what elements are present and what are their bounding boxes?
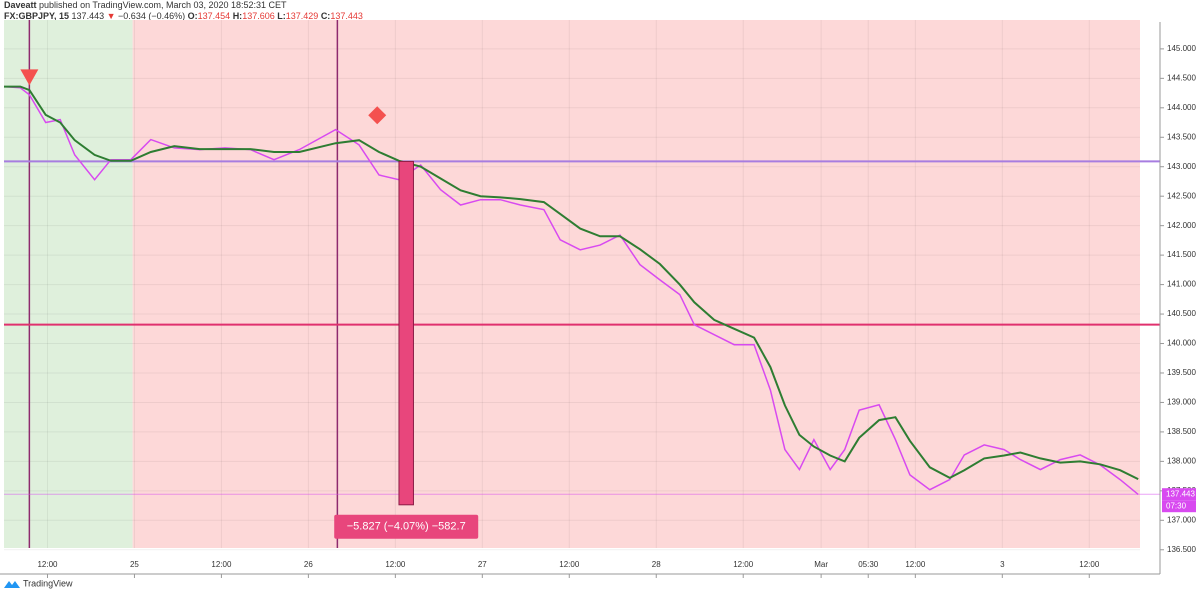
logo bbox=[4, 581, 20, 588]
y-tick-label: 140.000 bbox=[1167, 339, 1196, 348]
x-tick-label: 12:00 bbox=[733, 560, 754, 569]
y-tick-label: 142.000 bbox=[1167, 221, 1196, 230]
x-tick-label: 26 bbox=[304, 560, 313, 569]
x-tick-label: 12:00 bbox=[905, 560, 926, 569]
ohlc-key: L: bbox=[277, 11, 286, 21]
ohlc-key: O: bbox=[188, 11, 198, 21]
last: 137.443 bbox=[72, 11, 105, 21]
measure-label-bg bbox=[334, 514, 479, 539]
ohlc-val: 137.606 bbox=[242, 11, 275, 21]
y-tick-label: 140.500 bbox=[1167, 309, 1196, 318]
series-line bbox=[4, 85, 1139, 480]
ohlc-key: H: bbox=[233, 11, 243, 21]
last-price-label: 137.443 bbox=[1166, 489, 1195, 498]
y-tick-label: 138.500 bbox=[1167, 427, 1196, 436]
ohlc-val: 137.429 bbox=[286, 11, 319, 21]
ohlc-val: 137.443 bbox=[330, 11, 363, 21]
last-price-tag bbox=[1162, 488, 1196, 501]
y-tick-label: 137.000 bbox=[1167, 515, 1196, 524]
y-tick-label: 142.500 bbox=[1167, 191, 1196, 200]
y-tick-label: 144.000 bbox=[1167, 103, 1196, 112]
change: −0.634 (−0.46%) bbox=[118, 11, 185, 21]
y-tick-label: 138.000 bbox=[1167, 456, 1196, 465]
x-tick-label: 3 bbox=[1000, 560, 1005, 569]
y-tick-label: 145.000 bbox=[1167, 44, 1196, 53]
author: Daveatt bbox=[4, 0, 37, 10]
x-tick-label: Mar bbox=[814, 560, 828, 569]
signal-marker bbox=[368, 106, 387, 125]
y-tick-label: 141.000 bbox=[1167, 280, 1196, 289]
y-tick-label: 136.500 bbox=[1167, 545, 1196, 554]
symbol: FX:GBPJPY, 15 bbox=[4, 11, 69, 21]
x-tick-label: 12:00 bbox=[385, 560, 406, 569]
published: published on TradingView.com, March 03, … bbox=[39, 0, 287, 10]
y-tick-label: 139.500 bbox=[1167, 368, 1196, 377]
x-tick-label: 25 bbox=[130, 560, 139, 569]
y-tick-label: 139.000 bbox=[1167, 398, 1196, 407]
plot: −5.827 (−4.07%) −582.7 bbox=[3, 20, 1160, 551]
y-tick-label: 144.500 bbox=[1167, 73, 1196, 82]
countdown-label: 07:30 bbox=[1166, 501, 1187, 510]
y-tick-label: 141.500 bbox=[1167, 250, 1196, 259]
x-tick-label: 12:00 bbox=[559, 560, 580, 569]
x-tick-label: 28 bbox=[652, 560, 661, 569]
countdown-tag bbox=[1162, 500, 1196, 513]
ohlc-val: 137.454 bbox=[198, 11, 231, 21]
symbol-line: FX:GBPJPY, 15 137.443 ▼ −0.634 (−0.46%) … bbox=[4, 11, 363, 21]
y-tick-label: 143.000 bbox=[1167, 162, 1196, 171]
brand: TradingView bbox=[23, 578, 73, 588]
x-tick-label: 12:00 bbox=[211, 560, 232, 569]
y-tick-label: 143.500 bbox=[1167, 132, 1196, 141]
x-tick-label: 12:00 bbox=[1079, 560, 1100, 569]
x-tick-label: 05:30 bbox=[858, 560, 879, 569]
header-line: Daveatt published on TradingView.com, Ma… bbox=[4, 0, 287, 10]
zone bbox=[132, 20, 1141, 548]
signal-marker bbox=[20, 69, 39, 86]
zone bbox=[4, 20, 133, 548]
arrow: ▼ bbox=[107, 11, 116, 21]
measure-bar bbox=[398, 160, 414, 506]
measure-label: −5.827 (−4.07%) −582.7 bbox=[347, 521, 466, 533]
x-tick-label: 12:00 bbox=[37, 560, 58, 569]
ohlc-key: C: bbox=[321, 11, 331, 21]
x-tick-label: 27 bbox=[478, 560, 487, 569]
